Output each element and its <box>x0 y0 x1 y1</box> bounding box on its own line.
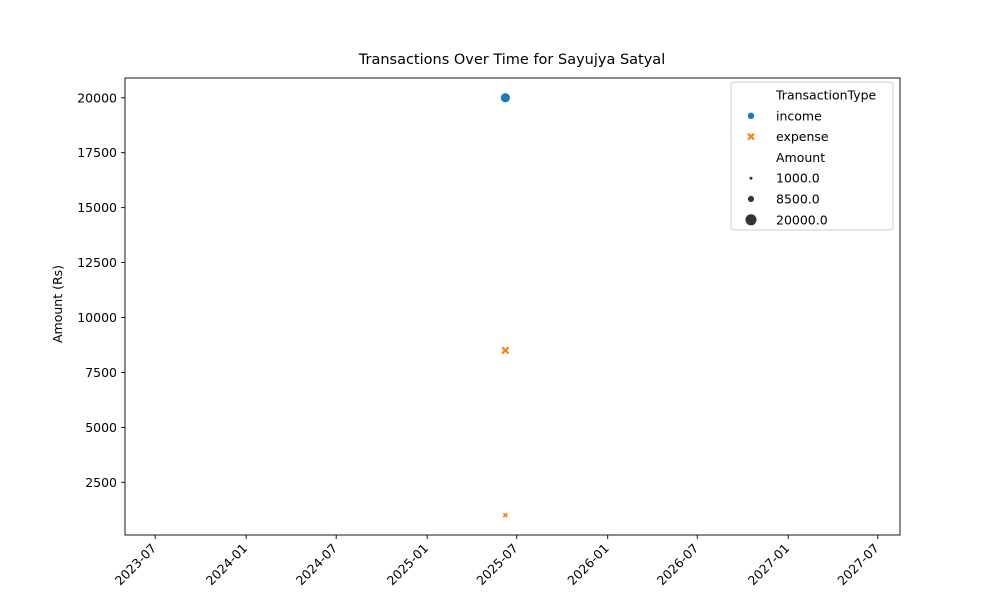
y-tick-label: 17500 <box>77 145 117 160</box>
data-point-expense <box>501 346 510 355</box>
legend-marker-income <box>747 111 756 120</box>
legend-label-expense: expense <box>776 129 829 144</box>
y-axis-label: Amount (Rs) <box>50 265 65 343</box>
axes-frame <box>124 77 901 536</box>
y-tick-label: 5000 <box>85 420 117 435</box>
legend-marker-expense-stroke <box>747 132 755 141</box>
data-point-income <box>499 92 511 104</box>
legend-box <box>730 81 894 231</box>
data-point-expense-stroke <box>501 346 510 355</box>
legend-size-marker <box>745 214 757 226</box>
legend-size-label: 8500.0 <box>776 192 820 207</box>
y-tick-label: 10000 <box>77 310 117 325</box>
legend-label-income: income <box>776 108 822 123</box>
y-tick-label: 15000 <box>77 200 117 215</box>
legend-hue-title: TransactionType <box>775 88 877 103</box>
chart-title: Transactions Over Time for Sayujya Satya… <box>358 52 665 68</box>
data-point-expense-stroke <box>502 512 508 518</box>
legend-size-title: Amount <box>776 150 825 165</box>
legend-size-marker <box>747 195 755 203</box>
legend-size-marker <box>749 176 753 180</box>
legend: TransactionType income expense Amount 1000.0… <box>730 81 894 231</box>
legend-size-label: 1000.0 <box>776 171 820 186</box>
y-tick-label: 12500 <box>77 255 117 270</box>
y-tick-label: 20000 <box>77 90 117 105</box>
y-tick-label: 2500 <box>85 475 117 490</box>
legend-size-label: 20000.0 <box>776 212 828 227</box>
legend-marker-expense <box>747 132 755 141</box>
data-point-expense <box>502 512 508 518</box>
y-tick-label: 7500 <box>85 365 117 380</box>
